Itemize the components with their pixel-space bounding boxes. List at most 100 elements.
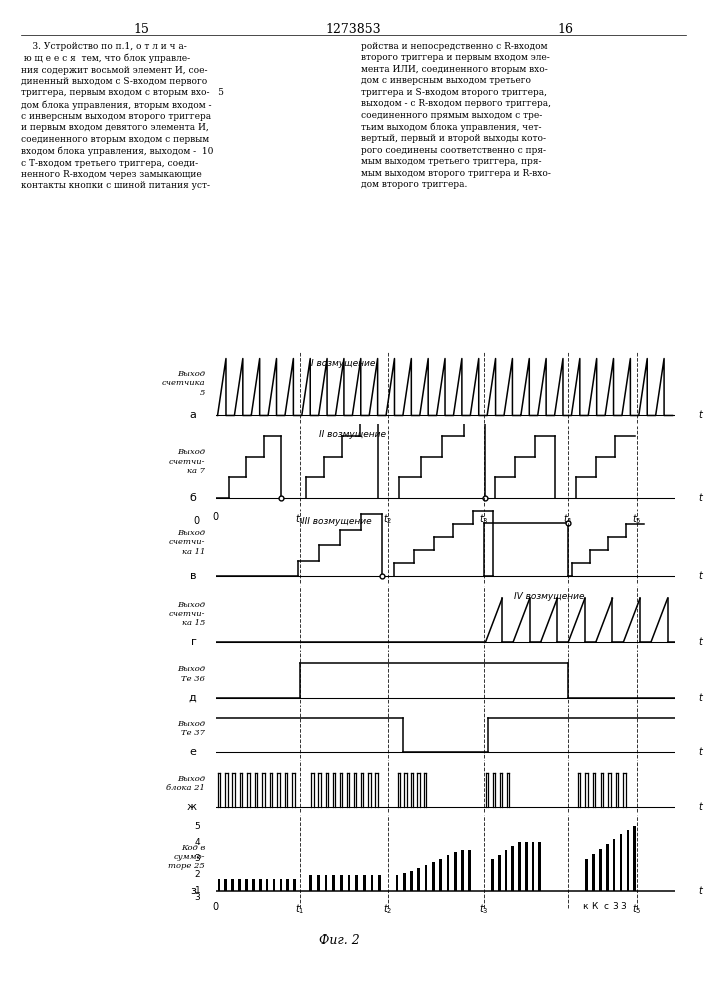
Text: t: t: [698, 802, 702, 812]
Text: 3: 3: [612, 902, 618, 911]
Bar: [511, 846, 514, 891]
Text: t: t: [698, 886, 702, 896]
Text: з: з: [190, 886, 197, 896]
Bar: [454, 852, 457, 891]
Text: Выход
блока 21: Выход блока 21: [166, 775, 205, 792]
Bar: [279, 879, 282, 891]
Bar: [585, 859, 588, 891]
Text: $t_4$: $t_4$: [563, 512, 573, 526]
Bar: [403, 873, 406, 891]
Text: $t_1$: $t_1$: [295, 902, 305, 916]
Text: г: г: [191, 637, 197, 647]
Bar: [505, 850, 508, 891]
Bar: [538, 842, 541, 891]
Bar: [606, 844, 609, 891]
Text: 3. Устройство по п.1, о т л и ч а-
 ю щ е е с я  тем, что блок управле-
ния соде: 3. Устройство по п.1, о т л и ч а- ю щ е…: [21, 42, 224, 190]
Bar: [633, 826, 636, 891]
Text: с: с: [604, 902, 609, 911]
Bar: [417, 868, 420, 891]
Text: I возмущение: I возмущение: [311, 359, 375, 368]
Bar: [396, 875, 398, 891]
Text: Код в
суммо-
торе 25: Код в суммо- торе 25: [168, 844, 205, 870]
Bar: [348, 875, 351, 891]
Text: 16: 16: [558, 23, 573, 36]
Bar: [518, 842, 521, 891]
Bar: [245, 879, 247, 891]
Text: 1: 1: [194, 886, 200, 895]
Text: t: t: [698, 571, 702, 581]
Text: Выход
Те 36: Выход Те 36: [177, 665, 205, 683]
Bar: [293, 879, 296, 891]
Bar: [532, 842, 534, 891]
Bar: [310, 875, 312, 891]
Bar: [231, 879, 234, 891]
Text: в: в: [190, 571, 197, 581]
Bar: [599, 849, 602, 891]
Text: t: t: [698, 693, 702, 703]
Text: 0: 0: [213, 512, 218, 522]
Bar: [432, 862, 435, 891]
Bar: [218, 879, 221, 891]
Bar: [356, 875, 358, 891]
Text: $t_5$: $t_5$: [632, 902, 642, 916]
Text: IV возмущение: IV возмущение: [515, 592, 585, 601]
Bar: [273, 879, 275, 891]
Bar: [525, 842, 527, 891]
Text: а: а: [189, 410, 197, 420]
Text: 3: 3: [194, 854, 200, 863]
Text: III возмущение: III возмущение: [302, 517, 371, 526]
Bar: [410, 871, 413, 891]
Text: б: б: [189, 493, 197, 503]
Text: II возмущение: II возмущение: [319, 430, 386, 439]
Text: $t_3$: $t_3$: [479, 902, 489, 916]
Bar: [370, 875, 373, 891]
Text: Выход
счетчика
5: Выход счетчика 5: [161, 370, 205, 397]
Bar: [469, 850, 471, 891]
Bar: [340, 875, 343, 891]
Text: ж: ж: [187, 802, 197, 812]
Text: 0: 0: [194, 516, 199, 526]
Text: 2: 2: [194, 870, 200, 879]
Bar: [325, 875, 327, 891]
Text: 3: 3: [621, 902, 626, 911]
Text: Выход
счетчи-
ка 7: Выход счетчи- ка 7: [168, 448, 205, 475]
Text: д: д: [189, 693, 197, 703]
Bar: [252, 879, 255, 891]
Text: 5: 5: [194, 822, 200, 831]
Text: К: К: [592, 902, 598, 911]
Bar: [439, 859, 442, 891]
Bar: [461, 850, 464, 891]
Bar: [259, 879, 262, 891]
Bar: [238, 879, 241, 891]
Bar: [592, 854, 595, 891]
Bar: [224, 879, 227, 891]
Text: t: t: [698, 637, 702, 647]
Text: е: е: [189, 747, 197, 757]
Bar: [317, 875, 320, 891]
Bar: [363, 875, 366, 891]
Bar: [266, 879, 269, 891]
Text: t: t: [698, 747, 702, 757]
Text: Выход
Те 37: Выход Те 37: [177, 720, 205, 737]
Text: $t_3$: $t_3$: [479, 512, 489, 526]
Text: Выход
счетчи-
ка 11: Выход счетчи- ка 11: [168, 529, 205, 556]
Bar: [619, 834, 622, 891]
Bar: [498, 855, 501, 891]
Text: Фиг. 2: Фиг. 2: [319, 934, 360, 946]
Text: Выход
счетчи-
ка 15: Выход счетчи- ка 15: [168, 601, 205, 627]
Text: 4: 4: [194, 838, 200, 847]
Text: t: t: [698, 493, 702, 503]
Text: $t_2$: $t_2$: [383, 512, 392, 526]
Text: $t_2$: $t_2$: [383, 902, 392, 916]
Bar: [491, 859, 494, 891]
Bar: [613, 839, 615, 891]
Text: t: t: [698, 410, 702, 420]
Text: $t_5$: $t_5$: [632, 512, 642, 526]
Text: $t_1$: $t_1$: [295, 512, 305, 526]
Text: ройства и непосредственно с R-входом
второго триггера и первым входом эле-
мента: ройства и непосредственно с R-входом вто…: [361, 42, 551, 189]
Bar: [425, 865, 428, 891]
Text: 3: 3: [194, 893, 200, 902]
Bar: [447, 855, 449, 891]
Text: 1273853: 1273853: [326, 23, 381, 36]
Text: 15: 15: [134, 23, 149, 36]
